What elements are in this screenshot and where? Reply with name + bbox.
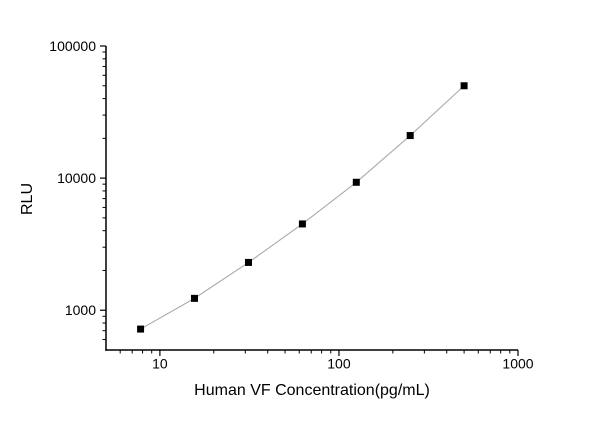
y-axis-title: RLU (19, 182, 36, 216)
data-point-marker (190, 294, 198, 302)
x-tick-label: 100 (327, 356, 351, 372)
data-point-marker (406, 132, 414, 140)
data-point-marker (298, 220, 306, 228)
x-tick-label: 10 (152, 356, 168, 372)
x-axis-title: Human VF Concentration(pg/mL) (194, 382, 430, 399)
data-point-marker (245, 258, 253, 266)
data-point-marker (460, 82, 468, 90)
y-tick-label: 1000 (65, 302, 96, 318)
x-tick-label: 1000 (502, 356, 533, 372)
y-tick-label: 10000 (57, 170, 96, 186)
y-tick-label: 100000 (49, 38, 96, 54)
data-point-marker (137, 325, 145, 333)
series-line (140, 85, 465, 330)
data-point-marker (352, 178, 360, 186)
